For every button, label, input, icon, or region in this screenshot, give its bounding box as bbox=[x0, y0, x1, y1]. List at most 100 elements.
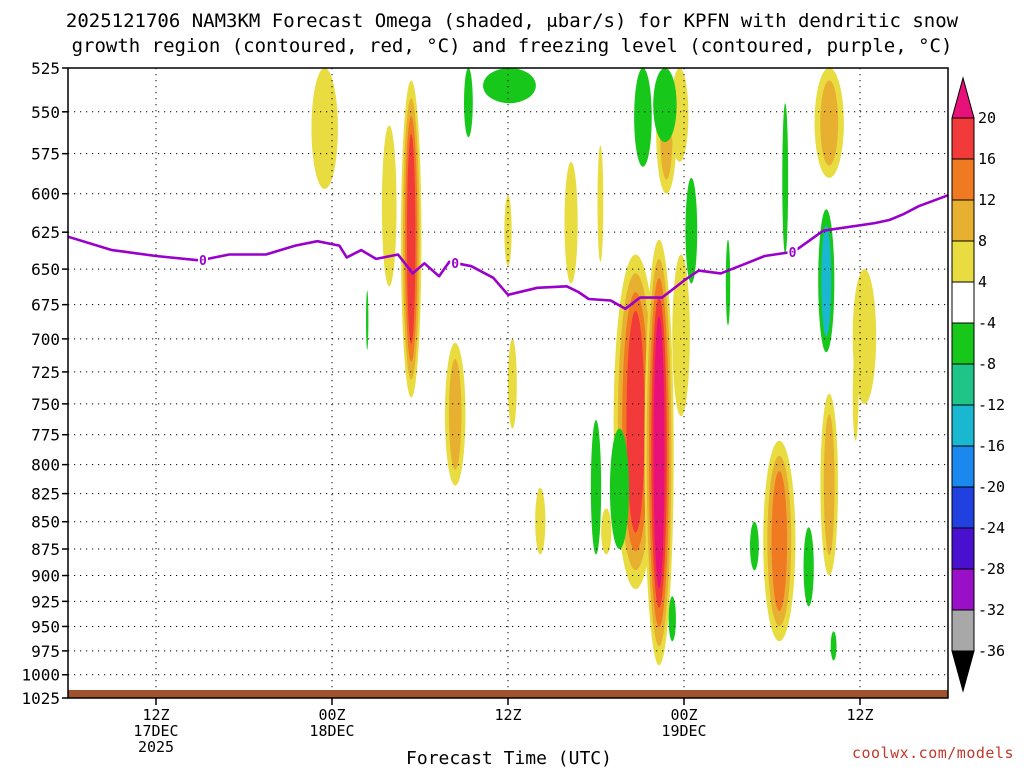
y-tick-label: 625 bbox=[31, 223, 60, 242]
y-tick-label: 700 bbox=[31, 330, 60, 349]
omega-negative-region bbox=[668, 596, 676, 642]
omega-positive-region bbox=[448, 358, 462, 470]
ground-surface bbox=[68, 690, 948, 698]
y-tick-label: 800 bbox=[31, 456, 60, 475]
omega-negative-region bbox=[590, 420, 602, 555]
x-tick-label: 18DEC bbox=[309, 722, 354, 740]
colorbar-label: -8 bbox=[978, 355, 996, 373]
omega-negative-region bbox=[725, 239, 731, 326]
colorbar-label: -12 bbox=[978, 396, 1005, 414]
freezing-level-label: 0 bbox=[789, 246, 797, 261]
omega-positive-region bbox=[564, 161, 578, 284]
omega-positive-region bbox=[771, 470, 788, 612]
chart-title-line1: 2025121706 NAM3KM Forecast Omega (shaded… bbox=[66, 10, 959, 32]
omega-positive-region bbox=[601, 508, 612, 555]
omega-positive-region bbox=[311, 68, 338, 189]
omega-positive-region bbox=[535, 487, 546, 555]
omega-positive-shading bbox=[311, 68, 877, 666]
freezing-level-label: 0 bbox=[451, 257, 459, 272]
omega-negative-region bbox=[830, 631, 837, 661]
y-tick-label: 575 bbox=[31, 145, 60, 164]
omega-positive-region bbox=[823, 414, 835, 556]
omega-positive-region bbox=[672, 254, 690, 417]
y-tick-label: 900 bbox=[31, 567, 60, 586]
freezing-level-label-bg bbox=[450, 255, 461, 271]
y-tick-label: 725 bbox=[31, 363, 60, 382]
colorbar-label: -4 bbox=[978, 314, 996, 332]
colorbar-swatch bbox=[951, 404, 975, 447]
x-axis-label: Forecast Time (UTC) bbox=[406, 748, 612, 768]
y-tick-label: 550 bbox=[31, 103, 60, 122]
colorbar-swatch bbox=[951, 609, 975, 652]
omega-positive-region bbox=[852, 269, 877, 404]
y-tick-label: 525 bbox=[31, 59, 60, 78]
x-tick-label: 00Z bbox=[670, 706, 697, 724]
colorbar-swatch bbox=[951, 363, 975, 406]
omega-negative-region bbox=[821, 225, 832, 337]
x-tick-label: 17DEC bbox=[133, 722, 178, 740]
y-tick-label: 750 bbox=[31, 395, 60, 414]
omega-negative-region bbox=[803, 527, 814, 607]
omega-negative-region bbox=[634, 68, 652, 167]
y-tick-label: 850 bbox=[31, 513, 60, 532]
colorbar-swatch bbox=[951, 117, 975, 160]
colorbar-label: 12 bbox=[978, 191, 996, 209]
y-tick-label: 775 bbox=[31, 426, 60, 445]
omega-positive-region bbox=[852, 352, 859, 441]
omega-positive-region bbox=[653, 316, 665, 589]
colorbar-label: 16 bbox=[978, 150, 996, 168]
freezing-level-label: 0 bbox=[199, 254, 207, 269]
y-tick-label: 1025 bbox=[21, 689, 60, 708]
omega-negative-region bbox=[483, 68, 536, 104]
y-tick-label: 1000 bbox=[21, 666, 60, 685]
chart-title-line2: growth region (contoured, red, °C) and f… bbox=[72, 35, 953, 57]
omega-negative-region bbox=[782, 103, 789, 255]
x-tick-label: 19DEC bbox=[661, 722, 706, 740]
omega-negative-region bbox=[653, 68, 677, 143]
x-tick-label: 00Z bbox=[318, 706, 345, 724]
colorbar-swatch bbox=[951, 322, 975, 365]
colorbar-swatch bbox=[951, 486, 975, 529]
y-tick-label: 675 bbox=[31, 296, 60, 315]
colorbar-swatch bbox=[951, 568, 975, 611]
colorbar-label: -28 bbox=[978, 560, 1005, 578]
colorbar-swatch bbox=[951, 158, 975, 201]
colorbar-label: -32 bbox=[978, 601, 1005, 619]
omega-positive-region bbox=[406, 133, 416, 345]
colorbar-swatch bbox=[951, 445, 975, 488]
omega-negative-shading bbox=[366, 68, 837, 661]
omega-positive-region bbox=[820, 80, 839, 166]
colorbar-swatch bbox=[951, 199, 975, 242]
colorbar-label: -24 bbox=[978, 519, 1005, 537]
freezing-level-label-bg bbox=[197, 251, 208, 267]
plot-area: 0 0 0 bbox=[68, 68, 948, 698]
x-tick-label: 12Z bbox=[846, 706, 873, 724]
y-tick-label: 825 bbox=[31, 485, 60, 504]
credit-text: coolwx.com/models bbox=[852, 744, 1014, 762]
omega-negative-region bbox=[609, 428, 629, 550]
omega-negative-region bbox=[685, 177, 698, 284]
omega-negative-region bbox=[366, 290, 369, 350]
y-axis: 525 550 575 600 625 650 675 700 725 750 775 800 825 8… bbox=[21, 59, 68, 708]
freezing-level: 0 0 0 bbox=[68, 194, 948, 311]
freezing-level-line bbox=[68, 194, 948, 311]
colorbar-label: -20 bbox=[978, 478, 1005, 496]
colorbar-bottom-arrow bbox=[951, 650, 975, 693]
colorbar-label: -16 bbox=[978, 437, 1005, 455]
omega-positive-region bbox=[508, 338, 517, 429]
colorbar-label: -36 bbox=[978, 642, 1005, 660]
y-tick-label: 950 bbox=[31, 617, 60, 636]
colorbar-label: 20 bbox=[978, 109, 996, 127]
colorbar-label: 8 bbox=[978, 232, 987, 250]
omega-positive-region bbox=[597, 145, 604, 262]
omega-positive-region bbox=[626, 310, 645, 533]
colorbar: 20 16 12 8 4 -4 -8 -12 -16 -20 -24 -28 -32 -36 bbox=[951, 76, 1005, 693]
colorbar-swatch bbox=[951, 240, 975, 283]
omega-negative-region bbox=[750, 521, 759, 571]
x-tick-label: 12Z bbox=[494, 706, 521, 724]
colorbar-label: 4 bbox=[978, 273, 987, 291]
y-tick-label: 975 bbox=[31, 642, 60, 661]
omega-negative-region bbox=[464, 68, 473, 138]
